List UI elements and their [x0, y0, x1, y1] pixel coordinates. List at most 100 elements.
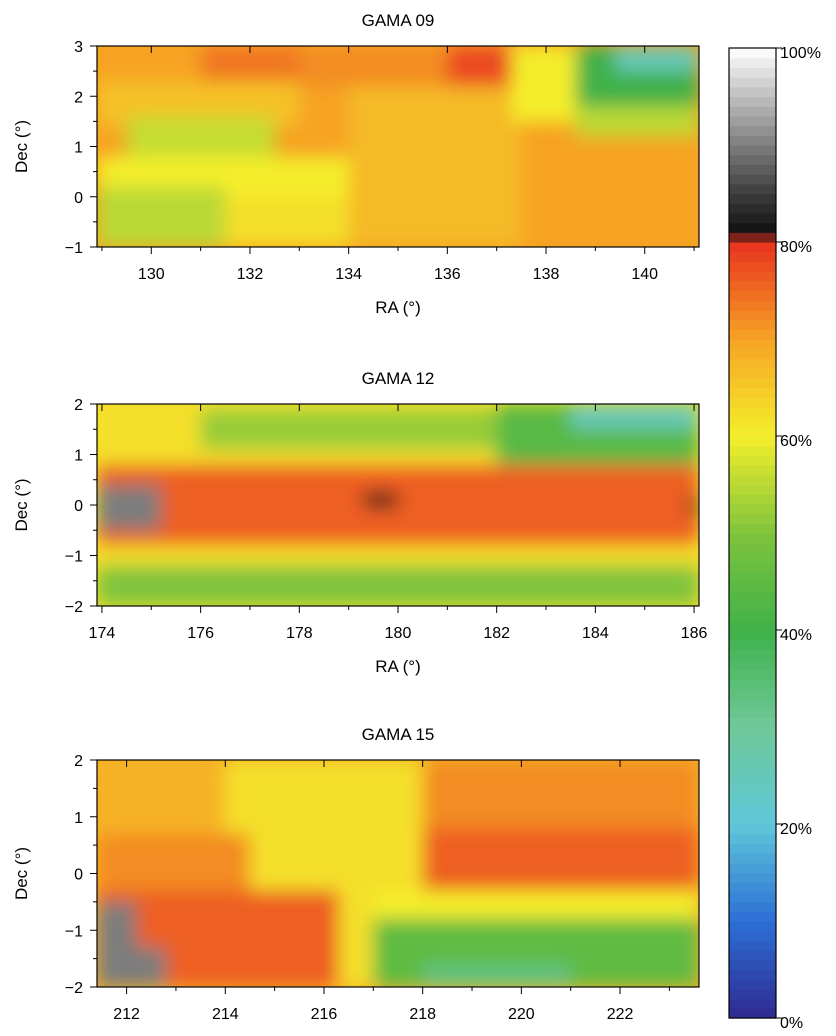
colorbar-segment [729, 106, 776, 117]
y-tick-label: 1 [74, 810, 83, 827]
heatmap-cell [97, 760, 226, 834]
colorbar-segment [729, 67, 776, 78]
y-tick-label: 1 [74, 448, 83, 465]
panel-2: 174 176 178 180 182 184 186 −2 −1 0 1 2 GAMA 12 RA (°… [12, 369, 708, 676]
x-tick-label: 136 [434, 266, 461, 283]
colorbar-segment [729, 533, 776, 544]
colorbar-segment [729, 824, 776, 835]
y-axis-label: Dec (°) [12, 478, 31, 531]
heatmap-cell [615, 46, 699, 72]
y-tick-label: −2 [65, 980, 83, 997]
colorbar-segment [729, 164, 776, 175]
colorbar-segment [729, 115, 776, 127]
heatmap-cell [97, 833, 250, 891]
colorbar-segment [729, 48, 776, 59]
panel-title: GAMA 12 [362, 369, 435, 388]
colorbar-segment [729, 387, 776, 398]
heatmap-cell [422, 964, 571, 987]
colorbar-segment [729, 765, 776, 777]
heatmap-cell [575, 106, 699, 137]
colorbar-segment [729, 212, 776, 224]
colorbar-segment [729, 853, 776, 864]
heatmap-cells [97, 46, 699, 247]
colorbar-segment [729, 232, 776, 243]
colorbar-segment [729, 581, 776, 592]
colorbar-tick-label: 20% [780, 821, 812, 838]
colorbar-segment [729, 358, 776, 369]
colorbar-segment [729, 348, 776, 359]
colorbar-segment [729, 717, 776, 728]
x-tick-label: 178 [286, 625, 313, 642]
x-tick-label: 186 [681, 625, 708, 642]
colorbar-segment [729, 562, 776, 573]
colorbar-segment [729, 513, 776, 524]
colorbar-segment [729, 290, 776, 301]
colorbar-segment [729, 911, 776, 922]
colorbar-segment [729, 183, 776, 195]
colorbar-segment [729, 145, 776, 156]
y-tick-label: 2 [74, 753, 83, 770]
heatmap [97, 404, 699, 606]
colorbar-segment [729, 600, 776, 612]
heatmap-cell [97, 901, 137, 987]
heatmap-cell [422, 760, 699, 829]
colorbar-segment [729, 523, 776, 534]
colorbar-segment [729, 988, 776, 1000]
colorbar-segment [729, 261, 776, 272]
colorbar-segment [729, 503, 776, 515]
colorbar-frame [728, 47, 777, 1019]
colorbar-segment [729, 610, 776, 621]
colorbar-segment [729, 901, 776, 912]
x-axis-label: RA (°) [375, 657, 421, 676]
colorbar-segment [729, 339, 776, 350]
y-tick-label: 0 [74, 498, 83, 515]
y-tick-label: 1 [74, 140, 83, 157]
colorbar-segment [729, 222, 776, 233]
heatmap-cell [521, 121, 699, 247]
colorbar-segment [729, 688, 776, 699]
colorbar-segment [729, 426, 776, 437]
heatmap-cell [338, 890, 374, 987]
colorbar-segment [729, 406, 776, 418]
heatmap [97, 46, 699, 247]
colorbar-segment [729, 571, 776, 583]
colorbar-segment [729, 756, 776, 767]
colorbar-segment [729, 620, 776, 631]
x-tick-label: 176 [187, 625, 214, 642]
colorbar-segment [729, 154, 776, 165]
colorbar-segment [729, 727, 776, 738]
colorbar-segment [729, 950, 776, 961]
colorbar-segment [729, 804, 776, 815]
colorbar-segment [729, 882, 776, 893]
colorbar-segment [729, 494, 776, 505]
colorbar: 0% 20% 40% 60% 80% 100% [728, 45, 821, 1032]
colorbar-segment [729, 697, 776, 709]
colorbar-segment [729, 174, 776, 185]
x-tick-label: 130 [138, 266, 165, 283]
colorbar-segment [729, 377, 776, 389]
colorbar-segment [729, 77, 776, 88]
x-tick-label: 132 [237, 266, 264, 283]
colorbar-segment [729, 484, 776, 495]
colorbar-segment [729, 203, 776, 214]
colorbar-segment [729, 193, 776, 204]
colorbar-segment [729, 639, 776, 650]
heatmap-cells [97, 404, 699, 606]
heatmap-cell [363, 492, 398, 508]
colorbar-segment [729, 998, 776, 1009]
colorbar-segment [729, 940, 776, 951]
heatmap-cell [348, 86, 522, 247]
heatmap-cell [200, 409, 497, 450]
colorbar-segment [729, 979, 776, 990]
colorbar-segment [729, 930, 776, 941]
colorbar-segment [729, 271, 776, 282]
colorbar-segment [729, 309, 776, 321]
colorbar-segment [729, 649, 776, 660]
heatmap-cell [570, 404, 699, 430]
colorbar-segment [729, 785, 776, 796]
colorbar-segment [729, 1008, 776, 1019]
y-tick-label: −1 [65, 549, 83, 566]
x-tick-label: 220 [508, 1006, 535, 1023]
heatmap-cell [373, 890, 699, 919]
